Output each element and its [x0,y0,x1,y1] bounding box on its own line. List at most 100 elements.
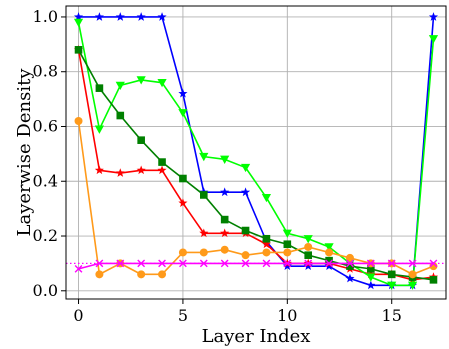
data-point [304,259,313,268]
data-point [94,12,104,21]
y-tick-label: 0.8 [33,62,58,81]
data-point [408,270,417,279]
data-point [428,35,439,44]
y-tick-label: 0.0 [33,281,58,300]
data-point [429,276,438,284]
data-point [345,273,355,283]
data-point [199,259,208,268]
data-point [220,245,229,254]
data-point [95,84,104,92]
x-tick-label: 0 [73,306,83,325]
series-line [77,22,435,287]
data-point [283,240,292,249]
x-tick-label: 10 [277,306,297,325]
x-tick-label: 15 [382,306,402,325]
data-point [115,12,125,21]
data-point [428,12,439,21]
data-point [178,88,188,98]
data-point [261,239,271,249]
series-5 [74,117,438,279]
data-point [199,248,208,257]
data-point [136,76,146,85]
y-axis-label: Layerwise Density [14,68,35,237]
data-point [387,259,396,268]
data-point [407,281,418,290]
data-point [157,12,167,21]
data-point [74,46,83,54]
data-point [95,270,104,279]
data-point [367,265,375,273]
data-point [220,228,230,238]
series-line [78,16,435,287]
data-point [136,12,146,21]
data-point [115,168,125,177]
data-point [158,259,166,268]
data-point [220,155,230,164]
data-point [325,259,333,268]
data-point [220,187,230,197]
data-point [261,194,272,203]
ticks: 0 5 10 15 0.0 0.2 0.4 0.6 0.8 1.0 [33,7,402,325]
data-point [115,81,125,91]
data-point [158,270,167,279]
data-point [387,270,396,279]
plot-frame [65,5,447,300]
series-line [77,49,434,281]
data-point [137,259,146,268]
series-6 [74,259,438,273]
data-point [262,248,271,257]
data-point [408,259,417,268]
data-point [241,187,251,197]
data-point [240,163,251,173]
series-line [77,120,434,276]
data-point [158,158,166,166]
data-point [178,248,187,257]
data-point [429,259,438,268]
data-point [303,235,313,244]
data-point [137,270,146,279]
y-tick-label: 0.6 [33,116,58,135]
data-point [282,261,292,271]
series-line [78,262,434,270]
data-point [345,253,354,262]
data-point [303,261,313,271]
data-point [74,117,83,126]
data-point [136,165,146,175]
data-point [179,174,187,183]
data-point [325,256,333,265]
x-tick-label: 5 [178,306,188,325]
data-point [220,259,229,268]
y-tick-label: 0.2 [33,226,58,245]
data-point [366,259,375,268]
y-tick-label: 0.4 [33,171,58,190]
data-point [324,243,334,252]
data-point [94,125,105,134]
data-point [346,262,354,270]
data-point [304,242,313,251]
data-point [116,111,125,120]
data-point [262,259,271,268]
data-point [157,78,167,88]
data-point [241,226,250,235]
data-point [366,273,376,282]
data-point [304,251,312,259]
data-point [178,109,188,118]
data-point [200,191,208,199]
data-point [199,228,209,238]
data-point [116,259,125,268]
x-axis-label: Layer Index [202,326,311,347]
data-point [262,234,271,243]
data-point [324,261,334,271]
data-point [73,18,84,28]
data-point [178,198,188,208]
data-point [220,215,229,224]
series-layer [73,12,439,290]
data-point [241,251,250,260]
series-2 [73,45,439,284]
data-point [325,248,334,257]
series-3 [73,18,439,290]
data-point [74,264,83,273]
data-point [241,259,250,268]
data-point [137,136,145,144]
